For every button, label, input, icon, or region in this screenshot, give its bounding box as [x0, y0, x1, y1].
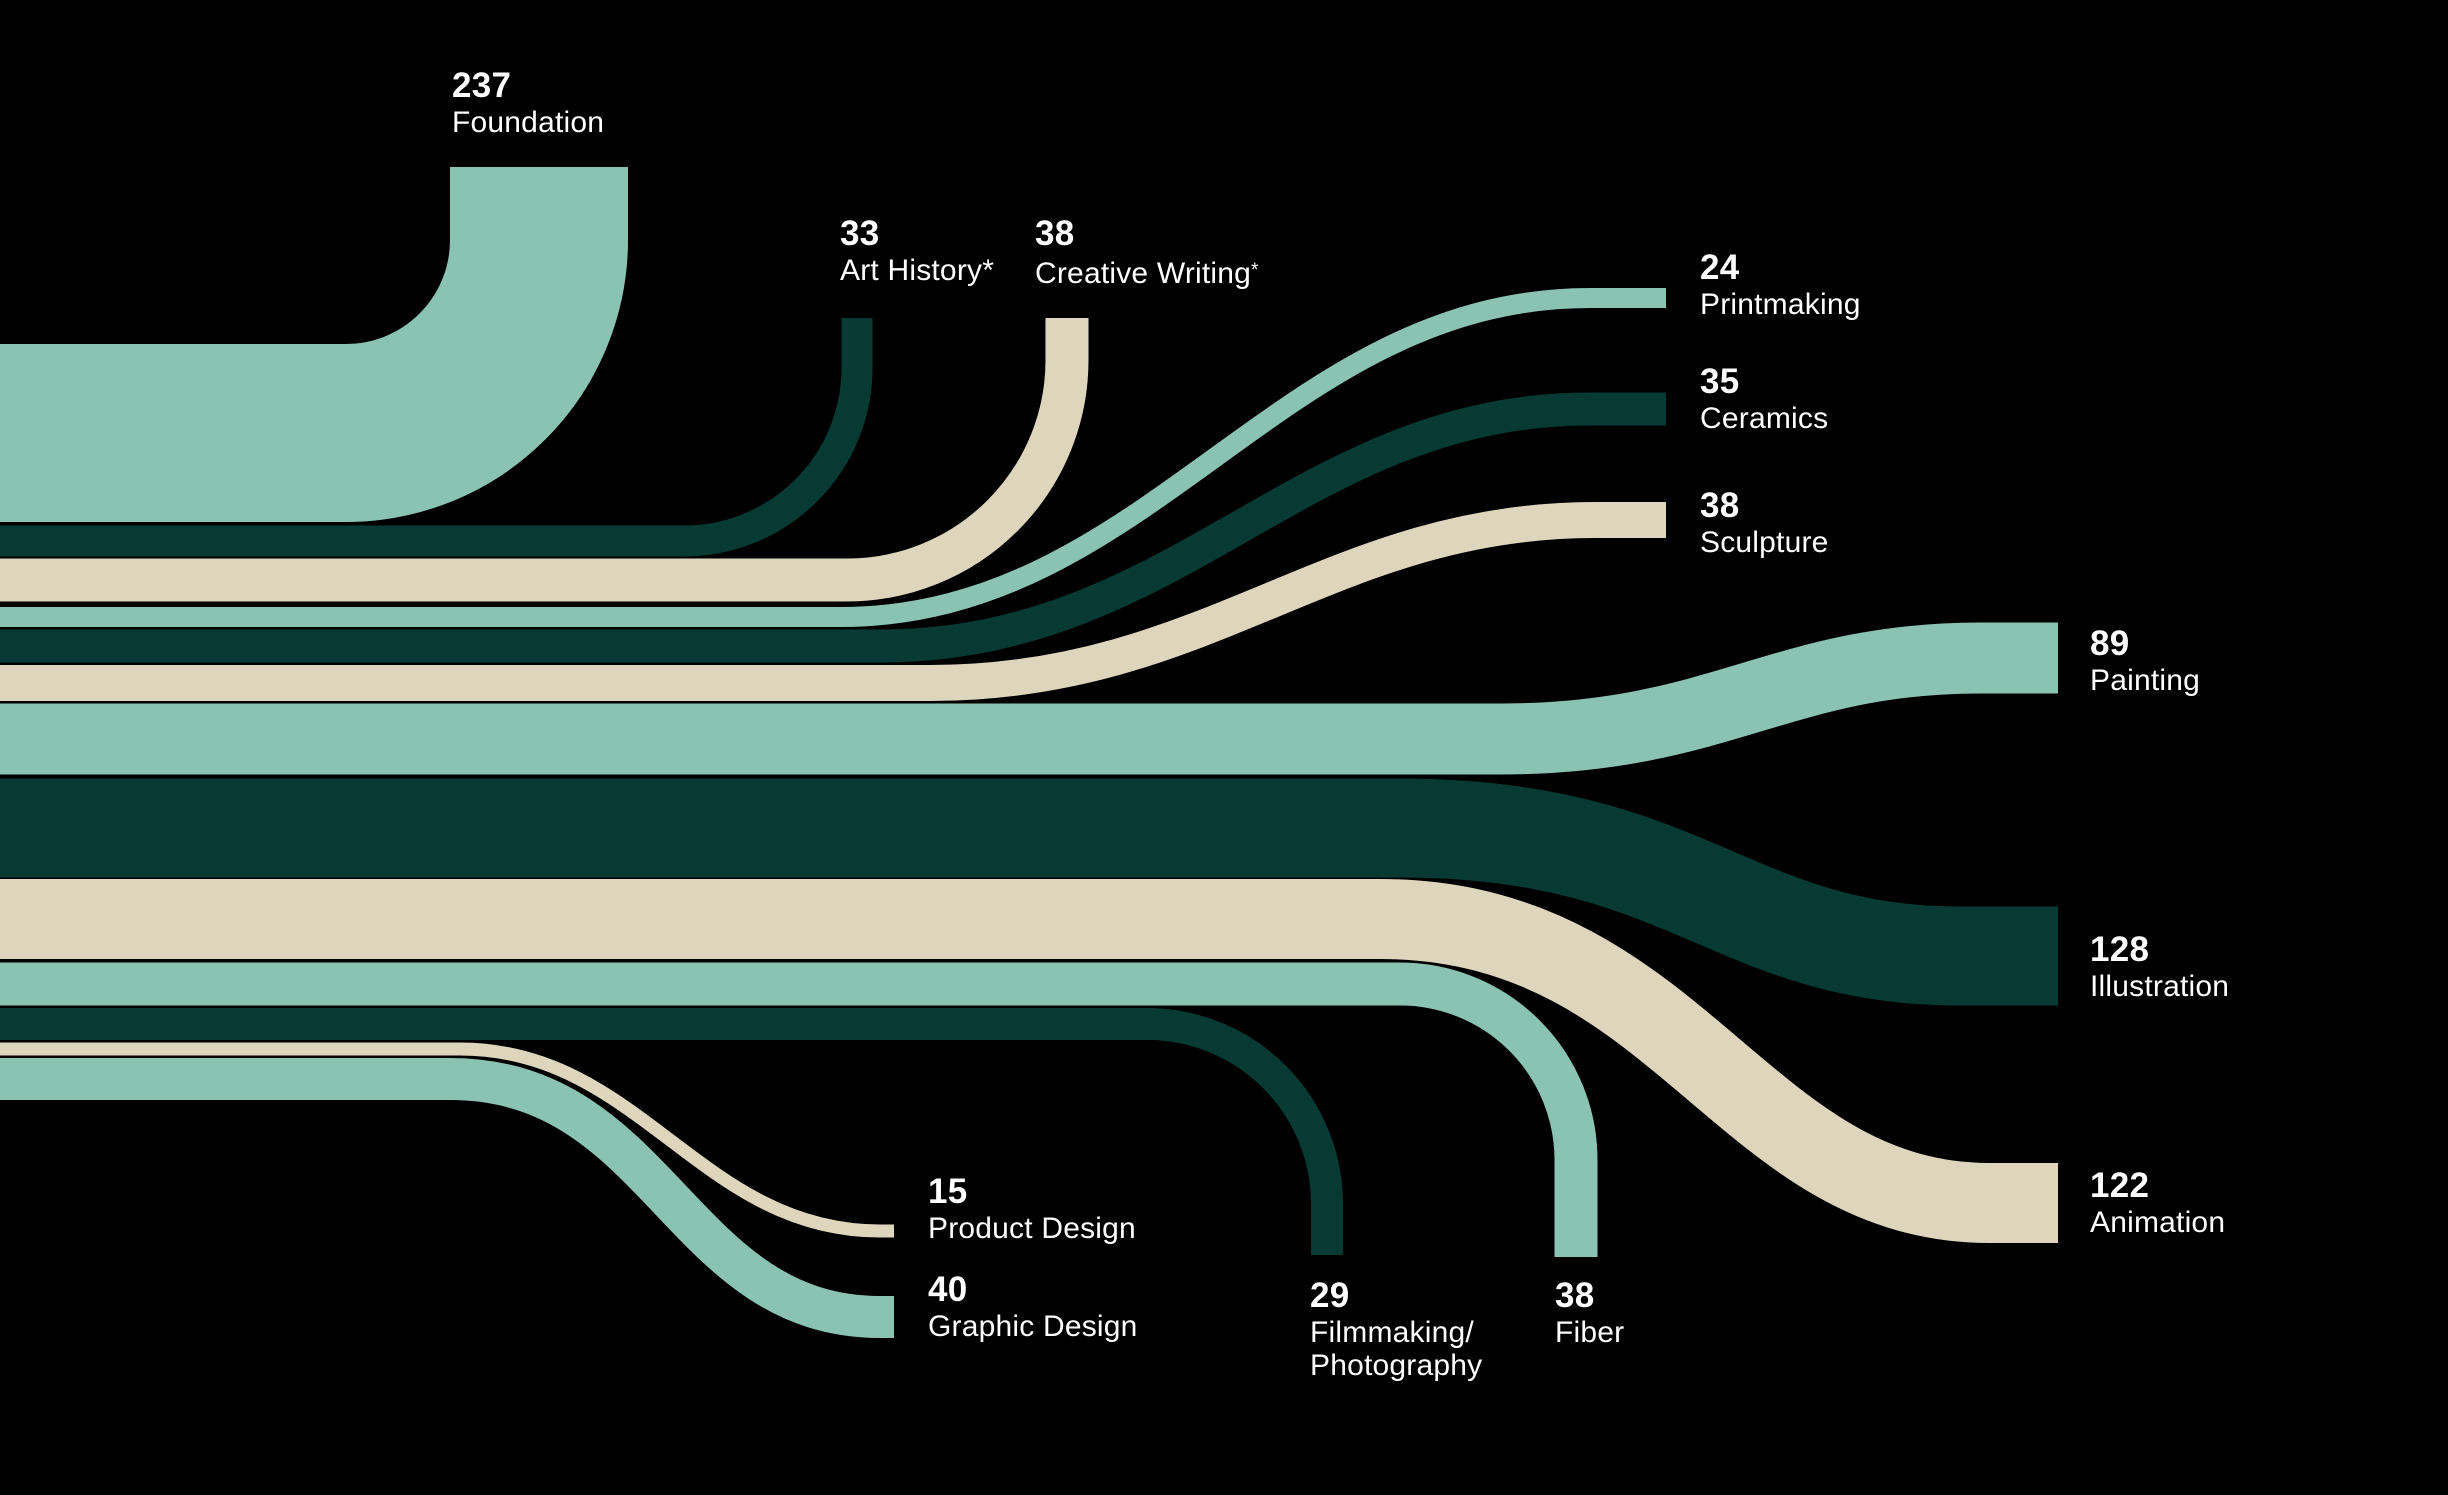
flow-label-illustration: 128 Illustration	[2090, 930, 2229, 1003]
flow-label-filmmaking-photography: 29 Filmmaking/ Photography	[1310, 1276, 1482, 1382]
flow-name: Foundation	[452, 106, 605, 139]
flow-name-line-1: Filmmaking/	[1310, 1316, 1474, 1349]
flow-label-sculpture: 38 Sculpture	[1700, 486, 1829, 559]
flow-name: Printmaking	[1700, 288, 1861, 321]
ribbon-illustration	[0, 778, 2058, 1006]
ribbon-product-design	[0, 1042, 894, 1238]
flow-name: Painting	[2090, 664, 2201, 697]
flow-name: Animation	[2090, 1206, 2226, 1239]
flow-value: 24	[1700, 248, 1740, 287]
flow-value: 40	[928, 1270, 968, 1309]
ribbon-creative-writing	[0, 318, 1089, 602]
ribbon-ceramics	[0, 392, 1666, 663]
flow-name: Product Design	[928, 1212, 1136, 1245]
flow-value: 29	[1310, 1276, 1350, 1315]
flow-value: 237	[452, 66, 512, 105]
flow-value: 122	[2090, 1166, 2150, 1205]
ribbon-graphic-design	[0, 1058, 894, 1338]
flow-value: 38	[1555, 1276, 1595, 1315]
ribbon-painting	[0, 622, 2058, 775]
footnote-asterisk: *	[1251, 260, 1259, 281]
flow-label-art-history: 33 Art History*	[840, 214, 994, 287]
flow-value: 38	[1700, 486, 1740, 525]
flow-label-ceramics: 35 Ceramics	[1700, 362, 1828, 435]
flow-name: Sculpture	[1700, 526, 1829, 559]
ribbon-foundation	[0, 167, 628, 522]
flow-value: 35	[1700, 362, 1740, 401]
flow-name-text: Creative Writing	[1035, 257, 1252, 290]
flow-name: Ceramics	[1700, 402, 1829, 435]
flow-name: Graphic Design	[928, 1310, 1138, 1343]
flow-name: Illustration	[2090, 970, 2230, 1003]
flow-label-graphic-design: 40 Graphic Design	[928, 1270, 1138, 1343]
flow-name: Creative Writing*	[1035, 254, 1259, 290]
flow-value: 128	[2090, 930, 2150, 969]
flow-value: 38	[1035, 214, 1075, 253]
ribbon-filmmaking	[0, 1008, 1343, 1255]
flow-label-foundation: 237 Foundation	[452, 66, 604, 139]
flow-label-product-design: 15 Product Design	[928, 1172, 1136, 1245]
ribbon-printmaking	[0, 288, 1666, 627]
flow-value: 89	[2090, 624, 2130, 663]
flow-label-creative-writing: 38 Creative Writing*	[1035, 214, 1259, 290]
ribbon-art-history	[0, 318, 873, 557]
ribbon-sculpture	[0, 502, 1666, 701]
flow-name: Art History*	[840, 254, 995, 287]
flow-value: 33	[840, 214, 880, 253]
flow-label-animation: 122 Animation	[2090, 1166, 2225, 1239]
ribbon-fiber	[0, 962, 1598, 1257]
flow-name: Fiber	[1555, 1316, 1625, 1349]
flow-label-printmaking: 24 Printmaking	[1700, 248, 1861, 321]
ribbon-animation	[0, 879, 2058, 1243]
flow-name-line-2: Photography	[1310, 1349, 1483, 1382]
flow-label-fiber: 38 Fiber	[1555, 1276, 1624, 1349]
flow-label-painting: 89 Painting	[2090, 624, 2200, 697]
flow-value: 15	[928, 1172, 968, 1211]
